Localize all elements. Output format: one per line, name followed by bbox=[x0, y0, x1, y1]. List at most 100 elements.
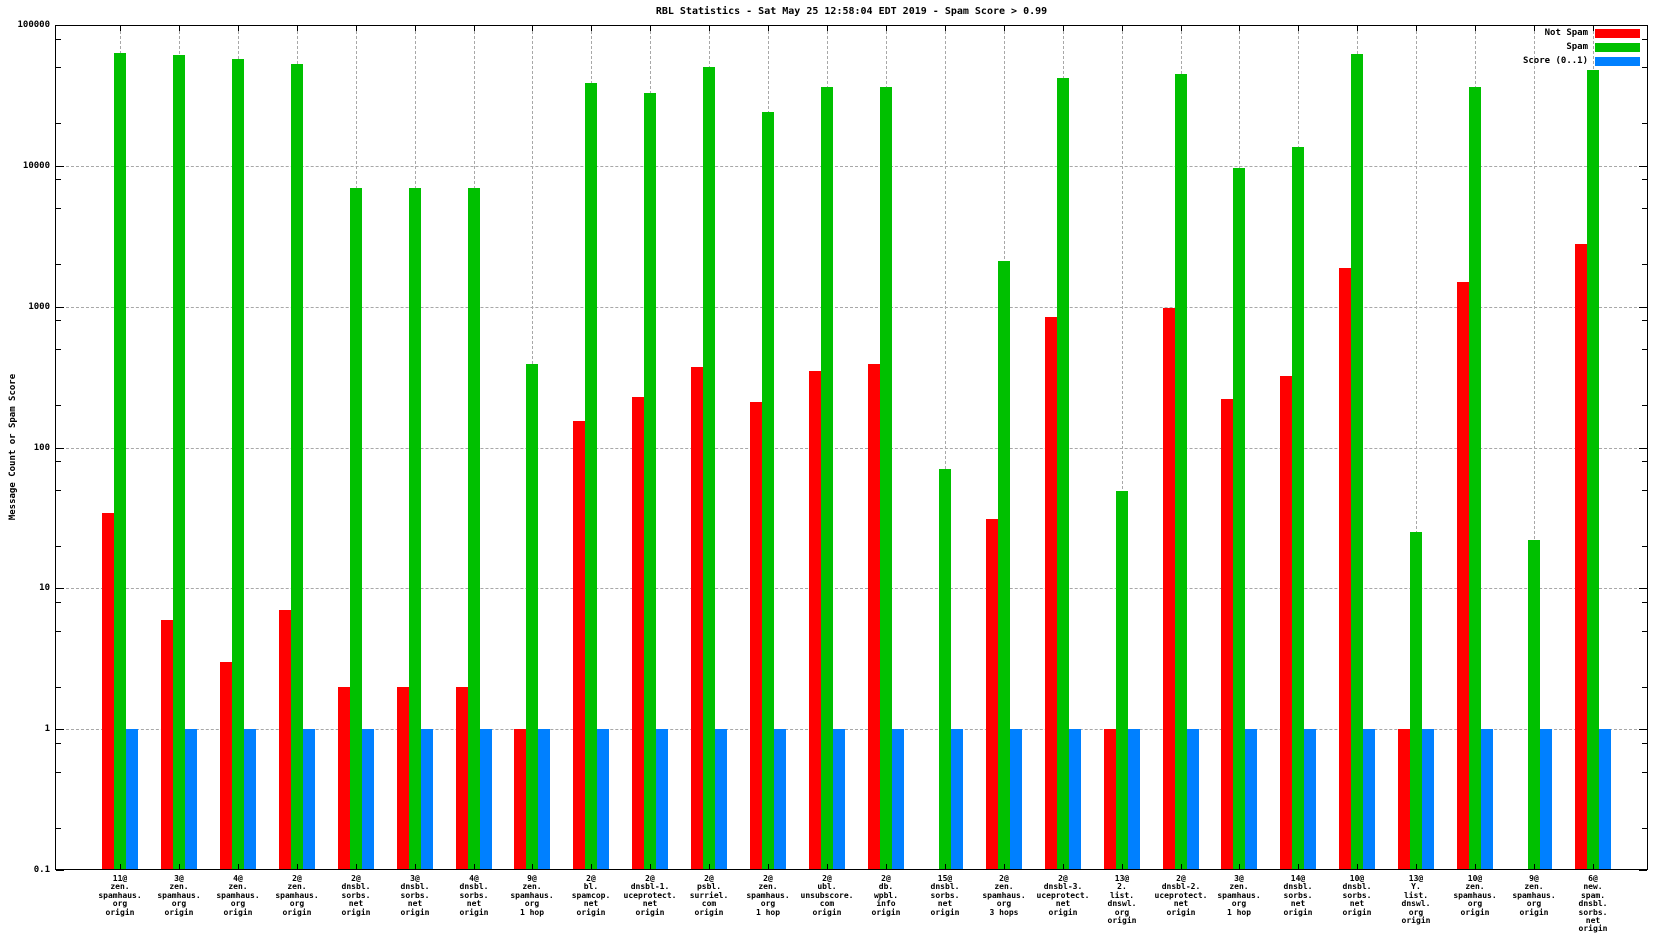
x-tick-label: 15@ dnsbl. sorbs. net origin bbox=[930, 874, 960, 917]
y-minor-tick bbox=[1642, 461, 1647, 462]
y-gridline bbox=[56, 166, 1647, 167]
bar-notspam bbox=[338, 687, 350, 870]
y-minor-tick bbox=[1642, 208, 1647, 209]
y-minor-tick bbox=[56, 349, 61, 350]
x-tick bbox=[945, 26, 946, 31]
y-minor-tick bbox=[1642, 631, 1647, 632]
bar-spam bbox=[880, 87, 892, 870]
y-gridline bbox=[56, 588, 1647, 589]
y-major-tick bbox=[1639, 166, 1647, 167]
x-tick bbox=[650, 864, 651, 869]
bar-spam bbox=[1410, 532, 1422, 870]
x-tick bbox=[709, 26, 710, 31]
bar-spam bbox=[585, 83, 597, 870]
bar-score bbox=[774, 729, 786, 870]
bar-spam bbox=[703, 67, 715, 870]
y-major-tick bbox=[1639, 25, 1647, 26]
x-tick bbox=[356, 864, 357, 869]
x-tick bbox=[1416, 26, 1417, 31]
x-tick bbox=[532, 864, 533, 869]
y-major-tick bbox=[56, 870, 64, 871]
bar-score bbox=[362, 729, 374, 870]
x-tick-label: 2@ bl. spamcop. net origin bbox=[571, 874, 611, 917]
x-tick-label: 3@ zen. spamhaus. org 1 hop bbox=[1217, 874, 1261, 917]
x-tick bbox=[1416, 864, 1417, 869]
bar-notspam bbox=[102, 513, 114, 870]
bar-notspam bbox=[1221, 399, 1233, 870]
y-minor-tick bbox=[56, 39, 61, 40]
x-tick-label: 2@ ubl. unsubscore. com origin bbox=[800, 874, 854, 917]
bar-spam bbox=[1175, 74, 1187, 870]
bar-score bbox=[1599, 729, 1611, 870]
bar-notspam bbox=[161, 620, 173, 870]
x-tick bbox=[591, 864, 592, 869]
y-minor-tick bbox=[1642, 490, 1647, 491]
y-minor-tick bbox=[1642, 39, 1647, 40]
y-minor-tick bbox=[1642, 772, 1647, 773]
x-tick-label: 2@ dnsbl-3. uceprotect. net origin bbox=[1036, 874, 1090, 917]
y-minor-tick bbox=[56, 208, 61, 209]
bar-spam bbox=[173, 55, 185, 870]
x-tick bbox=[1475, 864, 1476, 869]
legend-swatch-bar-spam bbox=[1595, 43, 1640, 52]
y-major-tick bbox=[1639, 448, 1647, 449]
x-tick-label: 6@ new. spam. dnsbl. sorbs. net origin bbox=[1578, 874, 1608, 934]
legend-swatch-bar-score bbox=[1595, 57, 1640, 66]
x-tick bbox=[120, 26, 121, 31]
bar-score bbox=[951, 729, 963, 870]
bar-spam bbox=[762, 112, 774, 870]
y-minor-tick bbox=[1642, 349, 1647, 350]
y-major-tick bbox=[1639, 588, 1647, 589]
y-gridline bbox=[56, 448, 1647, 449]
x-tick-label: 4@ zen. spamhaus. org origin bbox=[216, 874, 260, 917]
x-tick bbox=[179, 26, 180, 31]
y-minor-tick bbox=[56, 602, 61, 603]
bar-spam bbox=[291, 64, 303, 870]
y-major-tick bbox=[56, 307, 64, 308]
bar-notspam bbox=[514, 729, 526, 870]
bar-notspam bbox=[456, 687, 468, 870]
x-tick-label: 2@ zen. spamhaus. org 1 hop bbox=[746, 874, 790, 917]
x-tick bbox=[1593, 864, 1594, 869]
plot-border bbox=[55, 25, 1648, 870]
y-major-tick bbox=[56, 448, 64, 449]
x-tick-label: 2@ zen. spamhaus. org 3 hops bbox=[982, 874, 1026, 917]
y-minor-tick bbox=[1642, 687, 1647, 688]
bar-score bbox=[1010, 729, 1022, 870]
x-tick bbox=[1475, 26, 1476, 31]
bar-notspam bbox=[1280, 376, 1292, 870]
x-tick-label: 3@ zen. spamhaus. org origin bbox=[157, 874, 201, 917]
x-tick-label: 14@ dnsbl. sorbs. net origin bbox=[1283, 874, 1313, 917]
x-gridline bbox=[1534, 26, 1535, 869]
bar-spam bbox=[232, 59, 244, 870]
bar-spam bbox=[1587, 70, 1599, 870]
x-tick bbox=[1239, 26, 1240, 31]
x-tick-label: 2@ psbl. surriel. com origin bbox=[689, 874, 729, 917]
x-tick bbox=[945, 864, 946, 869]
bar-score bbox=[185, 729, 197, 870]
bar-spam bbox=[1292, 147, 1304, 870]
x-tick bbox=[1534, 864, 1535, 869]
bar-notspam bbox=[809, 371, 821, 870]
x-tick bbox=[238, 26, 239, 31]
y-minor-tick bbox=[1642, 602, 1647, 603]
x-tick bbox=[356, 26, 357, 31]
x-tick bbox=[474, 864, 475, 869]
y-major-tick bbox=[56, 588, 64, 589]
bar-score bbox=[126, 729, 138, 870]
x-tick bbox=[1063, 26, 1064, 31]
bar-spam bbox=[468, 188, 480, 870]
y-minor-tick bbox=[1642, 405, 1647, 406]
bar-score bbox=[1187, 729, 1199, 870]
x-tick-label: 2@ dnsbl. sorbs. net origin bbox=[341, 874, 371, 917]
x-tick-label: 10@ dnsbl. sorbs. net origin bbox=[1342, 874, 1372, 917]
y-minor-tick bbox=[1642, 546, 1647, 547]
y-tick-label: 100 bbox=[33, 443, 50, 453]
y-gridline bbox=[56, 729, 1647, 730]
x-gridline bbox=[945, 26, 946, 869]
x-tick bbox=[1004, 864, 1005, 869]
bar-spam bbox=[526, 364, 538, 870]
y-minor-tick bbox=[56, 546, 61, 547]
x-tick bbox=[1357, 864, 1358, 869]
bar-spam bbox=[939, 469, 951, 870]
